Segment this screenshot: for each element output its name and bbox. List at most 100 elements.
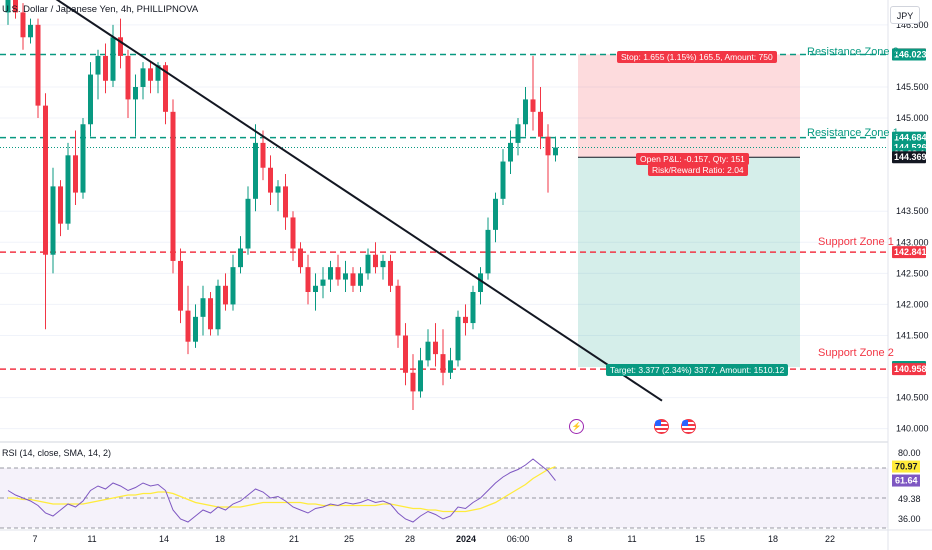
candle-body [298, 248, 303, 268]
candle-body [500, 161, 506, 199]
candle-body [283, 186, 288, 218]
time-label: 7 [32, 534, 37, 544]
candle-body [553, 147, 558, 156]
candle-body [238, 248, 243, 268]
candle-body [478, 273, 483, 292]
candle-body [440, 354, 446, 373]
candle-body [470, 292, 476, 324]
price-tick-label: 146.500 [896, 20, 929, 30]
rsi-tick-label: 36.00 [898, 514, 921, 524]
rsi-tag-label: 61.64 [895, 476, 918, 486]
candle-body [358, 273, 363, 286]
price-tag-label: 142.841 [894, 247, 927, 257]
grid [0, 24, 888, 430]
price-tick-label: 142.500 [896, 268, 929, 278]
candle-body [425, 341, 431, 361]
open-pnl-label[interactable]: Open P&L: -0.157, Qty: 151 [636, 153, 749, 165]
risk-reward-label[interactable]: Risk/Reward Ratio: 2.04 [648, 164, 748, 176]
candle-body [35, 24, 41, 106]
candle-body [335, 267, 341, 280]
time-label: 06:00 [507, 534, 530, 544]
candle-body [58, 186, 63, 224]
price-tag [892, 151, 926, 164]
price-tick-label: 143.500 [896, 206, 929, 216]
candle-body [515, 124, 521, 143]
candle-body [508, 142, 513, 162]
candle-body [28, 24, 33, 38]
price-tick-label: 142.000 [896, 299, 929, 309]
price-tag-label: 144.369 [894, 152, 927, 162]
candle-body [245, 198, 251, 249]
us-flag-icon[interactable] [681, 419, 696, 434]
price-tag-label: 144.526 [894, 142, 927, 152]
support-zone-1-label: Support Zone 1 [818, 236, 894, 248]
candle-body [133, 86, 138, 100]
us-flag-icon[interactable] [654, 419, 669, 434]
resistance-zone-2-label: Resistance Zone 2 [807, 46, 899, 58]
target-label[interactable]: Target: 3.377 (2.34%) 337.7, Amount: 151… [606, 364, 789, 376]
position-tool[interactable] [578, 54, 800, 368]
rsi-ma-line [8, 465, 556, 513]
candle-body [463, 316, 468, 324]
time-label: 21 [289, 534, 299, 544]
time-label: 11 [627, 534, 636, 544]
candle-body [305, 267, 311, 292]
rsi-tag [892, 460, 920, 473]
candle-body [395, 285, 401, 336]
time-label: 28 [405, 534, 415, 544]
candle-body [110, 37, 116, 81]
candle-body [163, 65, 168, 112]
trendline[interactable] [20, 0, 663, 402]
candle-body [125, 55, 131, 100]
price-tag-label: 146.023 [894, 49, 927, 59]
candle-body [373, 254, 378, 268]
currency-button[interactable]: JPY [890, 6, 920, 24]
time-label: 15 [695, 534, 705, 544]
candle-body [485, 229, 491, 274]
candle-body [418, 360, 423, 392]
candle-body [223, 285, 228, 305]
candle-body [328, 267, 333, 280]
price-axis[interactable]: 146.500 145.500 145.000 143.500 143.000 142.5… [887, 0, 932, 550]
lightning-icon[interactable]: ⚡ [569, 419, 584, 434]
time-axis[interactable]: 7 11 14 18 21 25 28 2024 06:00 8 11 15 18 22 [0, 529, 932, 544]
candle-body [493, 198, 498, 230]
candle-body [88, 74, 93, 125]
candle-body [538, 111, 543, 137]
candle-body [320, 279, 326, 286]
rsi-tick-label: 49.38 [898, 494, 921, 504]
candle-body [50, 186, 56, 255]
rsi-tag [892, 474, 920, 487]
rsi-line [7, 458, 556, 523]
candle-body [73, 155, 78, 193]
candle-body [403, 335, 408, 373]
candle-body [350, 273, 356, 286]
candle-body [185, 310, 191, 342]
candle-body [523, 99, 528, 125]
stop-zone[interactable] [578, 54, 800, 158]
candle-body [448, 360, 453, 373]
rsi-indicator-title[interactable]: RSI (14, close, SMA, 14, 2) [2, 448, 112, 458]
price-tick-label: 140.000 [896, 424, 929, 434]
price-axis-bg [888, 0, 932, 550]
target-zone[interactable] [578, 157, 800, 368]
price-tag [892, 363, 926, 376]
candle-body [268, 167, 273, 193]
candle-body [5, 0, 11, 13]
candle-body [43, 105, 48, 255]
candle-body [140, 68, 146, 87]
candle-body [193, 316, 198, 342]
price-tick-label: 145.500 [896, 82, 929, 92]
price-tick-label: 141.500 [896, 330, 929, 340]
candle-body [455, 316, 461, 361]
price-tag-label: 140.958 [894, 364, 927, 374]
time-label: 25 [344, 534, 354, 544]
candle-body [410, 372, 416, 392]
candle-body [230, 267, 236, 305]
price-tag [892, 48, 926, 61]
candle-body [118, 37, 123, 56]
time-label: 8 [567, 534, 572, 544]
stop-label[interactable]: Stop: 1.655 (1.15%) 165.5, Amount: 750 [617, 51, 777, 63]
rsi-tag-label: 70.97 [895, 462, 918, 472]
